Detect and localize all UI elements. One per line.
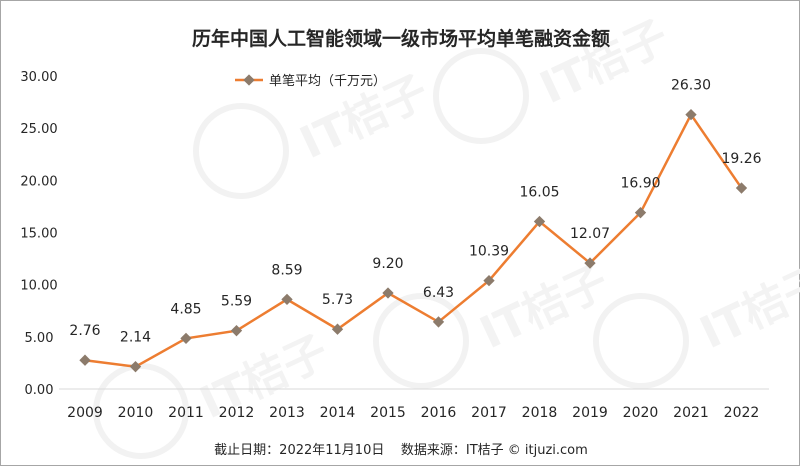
legend-marker bbox=[243, 74, 255, 86]
x-tick-label: 2016 bbox=[421, 405, 457, 421]
data-label: 4.85 bbox=[170, 301, 201, 317]
data-point-marker bbox=[533, 215, 546, 228]
x-tick-label: 2021 bbox=[673, 405, 709, 421]
series-line bbox=[84, 112, 743, 368]
data-point-marker bbox=[382, 287, 394, 299]
x-tick-label: 2015 bbox=[370, 405, 406, 421]
x-tick-label: 2019 bbox=[572, 405, 608, 421]
x-tick-label: 2010 bbox=[118, 405, 154, 421]
data-label: 5.59 bbox=[221, 294, 252, 310]
y-tick-label: 30.00 bbox=[20, 70, 57, 85]
data-label: 26.30 bbox=[671, 78, 711, 94]
watermark-text: IT桔子 bbox=[693, 256, 800, 359]
x-tick-label: 2009 bbox=[67, 405, 103, 421]
watermark-logo bbox=[373, 293, 469, 389]
data-point-marker bbox=[432, 316, 445, 328]
legend-label: 单笔平均（千万元） bbox=[269, 73, 386, 89]
x-tick-label: 2013 bbox=[269, 405, 305, 421]
data-label: 2.14 bbox=[120, 330, 151, 346]
x-tick-label: 2012 bbox=[219, 405, 255, 421]
chart-title: 历年中国人工智能领域一级市场平均单笔融资金额 bbox=[192, 27, 610, 50]
y-tick-label: 10.00 bbox=[20, 279, 57, 294]
data-label: 9.20 bbox=[372, 256, 403, 272]
watermark-logo bbox=[93, 363, 189, 459]
x-tick-label: 2014 bbox=[320, 405, 356, 421]
data-label: 5.73 bbox=[322, 292, 353, 308]
watermark-logo bbox=[593, 293, 689, 389]
watermark-text: IT桔子 bbox=[533, 11, 676, 114]
markers bbox=[79, 108, 748, 373]
x-tick-label: 2020 bbox=[623, 405, 659, 421]
data-point-marker bbox=[634, 207, 647, 219]
data-labels: 2.76 2.14 4.85 5.59 8.59 5.73 9.20 6.43 10.39 16.… bbox=[69, 78, 761, 346]
footer-note: 截止日期：2022年11月10日 数据来源：IT桔子 © itjuzi.com bbox=[214, 443, 588, 458]
data-point-marker bbox=[129, 361, 142, 373]
data-point-marker bbox=[281, 293, 293, 306]
x-tick-label: 2011 bbox=[168, 405, 204, 421]
data-label: 16.05 bbox=[519, 185, 559, 201]
watermark-logo bbox=[433, 48, 529, 144]
y-tick-label: 15.00 bbox=[20, 227, 57, 242]
data-point-marker bbox=[230, 325, 243, 337]
watermark-logo bbox=[193, 103, 289, 199]
y-tick-label: 5.00 bbox=[25, 331, 54, 346]
data-point-marker bbox=[331, 323, 344, 335]
data-label: 2.76 bbox=[69, 323, 100, 339]
data-label: 16.90 bbox=[620, 176, 660, 192]
data-point-marker bbox=[584, 257, 596, 269]
data-label: 10.39 bbox=[469, 244, 509, 260]
data-label: 6.43 bbox=[423, 285, 454, 301]
watermark-text: IT桔子 bbox=[193, 326, 336, 429]
data-label: 8.59 bbox=[271, 262, 302, 278]
x-axis: 2009 2010 2011 2012 2013 2014 2015 2016 2017 2018… bbox=[67, 405, 759, 421]
y-axis: 0.00 5.00 10.00 15.00 20.00 25.00 30.00 bbox=[20, 70, 57, 398]
data-point-marker bbox=[180, 332, 192, 345]
data-point-marker bbox=[79, 354, 91, 366]
data-point-marker bbox=[483, 274, 495, 287]
data-label: 19.26 bbox=[721, 151, 761, 167]
legend: 单笔平均（千万元） bbox=[235, 73, 386, 89]
x-tick-label: 2022 bbox=[724, 405, 760, 421]
data-label: 12.07 bbox=[570, 226, 610, 242]
y-tick-label: 0.00 bbox=[25, 383, 54, 398]
y-tick-label: 25.00 bbox=[20, 122, 57, 137]
x-tick-label: 2017 bbox=[471, 405, 507, 421]
x-tick-label: 2018 bbox=[522, 405, 558, 421]
y-tick-label: 20.00 bbox=[20, 174, 57, 189]
data-point-marker bbox=[735, 182, 748, 194]
